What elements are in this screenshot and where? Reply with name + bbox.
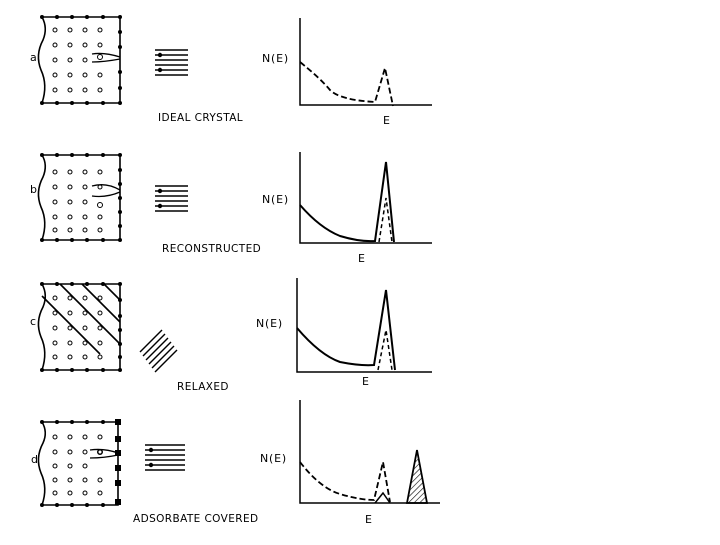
adsorbate-peak <box>405 449 429 504</box>
surface-bonds-b <box>155 185 188 212</box>
boundary-atoms-a <box>40 15 122 105</box>
ylabel-b: N(E) <box>262 193 289 206</box>
panel-a: a IDEAL CRYSTAL N(E) <box>30 15 432 127</box>
dos-plot-a <box>299 18 432 107</box>
ylabel-c: N(E) <box>256 317 283 330</box>
panel-letter-b: b <box>30 183 37 196</box>
crystal-lattice-b <box>37 154 121 241</box>
xlabel-b: E <box>358 252 366 265</box>
caption-c: RELAXED <box>177 381 229 393</box>
surface-bonds-a <box>155 49 188 76</box>
dos-plot-d <box>299 400 440 504</box>
ylabel-d: N(E) <box>260 452 287 465</box>
crystal-lattice-c <box>37 283 121 371</box>
xlabel-a: E <box>383 114 391 127</box>
surface-bonds-d <box>145 444 185 471</box>
caption-a: IDEAL CRYSTAL <box>158 112 243 124</box>
crystal-lattice-a <box>37 16 121 104</box>
xlabel-c: E <box>362 375 370 388</box>
crystal-lattice-d <box>37 421 119 506</box>
panel-letter-c: c <box>30 315 36 328</box>
boundary-atoms-c <box>40 282 122 372</box>
panel-letter-d: d <box>31 453 38 466</box>
caption-b: RECONSTRUCTED <box>162 243 261 255</box>
boundary-atoms-b <box>40 153 122 242</box>
panel-letter-a: a <box>30 51 37 64</box>
panel-b: b RECONSTRUCTED N(E) <box>30 152 432 265</box>
boundary-atoms-d <box>40 420 105 507</box>
ylabel-a: N(E) <box>262 52 289 65</box>
dos-plot-b <box>299 152 432 244</box>
panel-c: c RELAXE <box>30 278 432 393</box>
caption-d: ADSORBATE COVERED <box>133 513 259 525</box>
surface-bonds-c <box>139 329 178 373</box>
adsorbate-atoms-d <box>115 419 121 505</box>
xlabel-d: E <box>365 513 373 526</box>
dos-plot-c <box>296 278 432 373</box>
panel-d: d ADSORBATE COVERED <box>31 400 440 526</box>
